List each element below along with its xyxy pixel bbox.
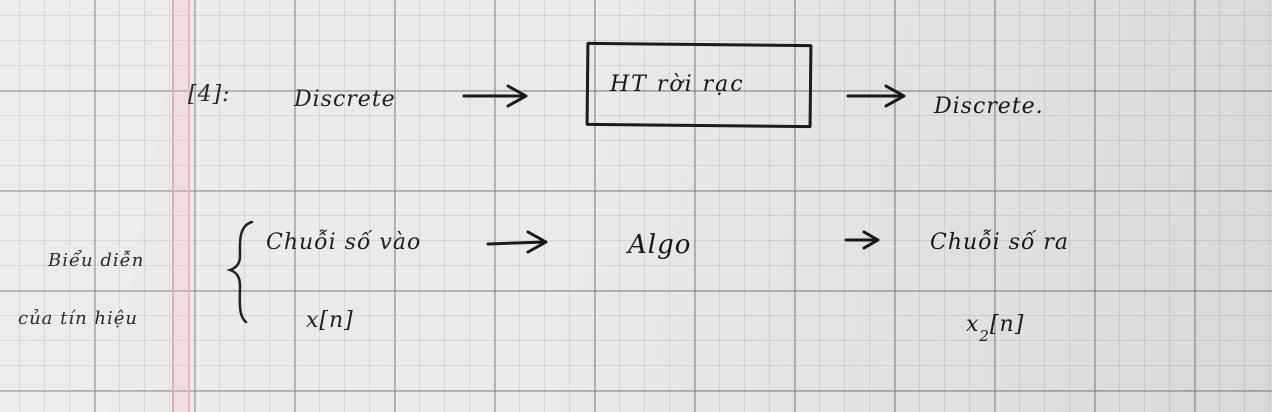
output-word: Discrete. [934,94,1044,119]
system-box-label: HT rời rạc [610,72,745,97]
item-label: [4]: [188,82,231,107]
input-word: Discrete [294,87,396,112]
algorithm-label: Algo [628,230,692,260]
output-signal-index: [n] [989,312,1025,337]
side-note-line-1: Biểu diễn [48,250,145,271]
output-signal-subscript: 2 [979,327,990,345]
notebook-margin-line [172,0,190,412]
side-note-line-2: của tín hiệu [18,308,139,329]
input-signal-symbol: x[n] [306,308,354,333]
output-signal-symbol: x2[n] [966,312,1025,345]
input-sequence-label: Chuỗi số vào [266,230,422,255]
output-signal-base: x [966,312,980,337]
output-sequence-label: Chuỗi số ra [930,230,1070,255]
